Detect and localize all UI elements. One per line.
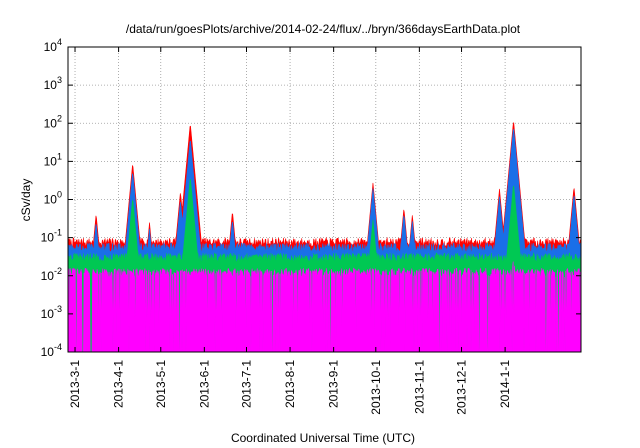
data-series-area <box>67 261 582 353</box>
y-tick-label: 102 <box>44 113 62 130</box>
y-tick-label: 10-4 <box>41 342 62 359</box>
y-tick-label: 10-3 <box>41 304 62 321</box>
y-axis-ticks: 10-4 10-3 10-2 10-1 100 101 102 103 104 <box>41 37 581 359</box>
y-tick-label: 103 <box>44 75 62 92</box>
y-axis-label: cSv/day <box>19 179 33 222</box>
y-tick-label: 104 <box>44 37 62 54</box>
chart-title: /data/run/goesPlots/archive/2014-02-24/f… <box>126 22 521 36</box>
y-tick-label: 100 <box>44 190 62 207</box>
x-tick-label: 2013-9-1 <box>327 360 341 408</box>
series-layer <box>67 122 582 353</box>
y-tick-label: 101 <box>44 151 62 168</box>
x-axis-label: Coordinated Universal Time (UTC) <box>231 431 415 445</box>
x-tick-label: 2014-1-1 <box>498 360 512 408</box>
x-tick-label: 2013-8-1 <box>283 360 297 408</box>
x-tick-label: 2013-3-1 <box>68 360 82 408</box>
x-tick-label: 2013-12-1 <box>455 360 469 415</box>
x-tick-label: 2013-10-1 <box>369 360 383 415</box>
y-tick-label: 10-1 <box>41 228 62 245</box>
x-tick-label: 2013-7-1 <box>239 360 253 408</box>
x-tick-label: 2013-11-1 <box>412 360 426 414</box>
x-tick-label: 2013-5-1 <box>154 360 168 408</box>
x-axis-ticks: 2013-3-1 2013-4-1 2013-5-1 2013-6-1 2013-7-1… <box>68 47 512 415</box>
y-tick-label: 10-2 <box>41 266 62 283</box>
x-tick-label: 2013-6-1 <box>197 360 211 408</box>
x-tick-label: 2013-4-1 <box>112 360 126 408</box>
